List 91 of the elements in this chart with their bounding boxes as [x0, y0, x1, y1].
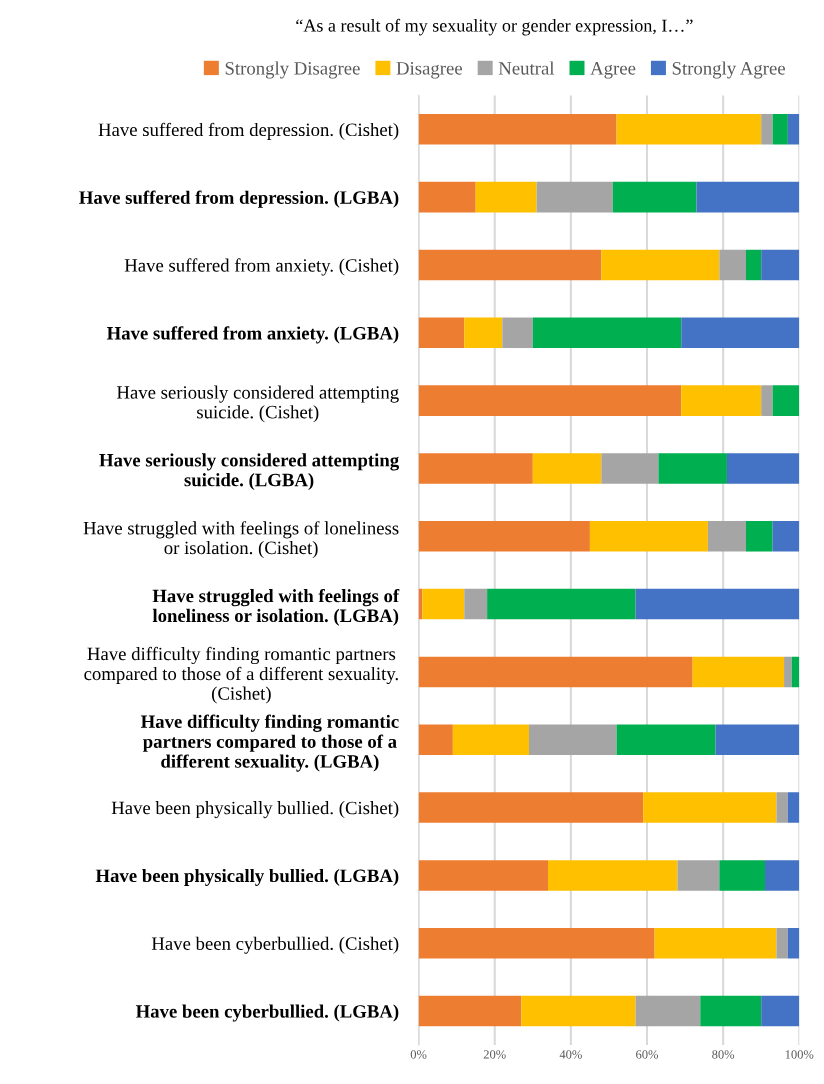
bar [418, 792, 644, 823]
bar [681, 317, 800, 349]
y-tick-label: Have struggled with feelings of loneliness or isolation. (LGBA) [152, 588, 400, 626]
bar [536, 181, 613, 213]
y-tick-label: Have seriously considered attempting suicide. (LGBA) [99, 453, 399, 491]
bar [418, 724, 453, 756]
y-tick-label: Have suffered from anxiety. (LGBA) [106, 326, 399, 344]
bar [422, 588, 465, 620]
bar [784, 656, 792, 688]
legend-label: Neutral [498, 61, 555, 75]
bar [761, 385, 773, 416]
y-tick-label: Have difficulty finding romantic partners compared to those of a different sexuality. (Cishet) [84, 646, 398, 704]
bar [726, 453, 800, 484]
bar [502, 317, 533, 349]
bar [612, 181, 697, 213]
bar [761, 995, 800, 1027]
bar [418, 317, 465, 349]
bar [772, 114, 788, 145]
bar [418, 181, 476, 213]
bar [418, 521, 590, 552]
bar [700, 995, 762, 1027]
y-tick-label: Have suffered from anxiety. (Cishet) [124, 258, 399, 276]
bar [761, 114, 773, 145]
bar [776, 927, 788, 959]
bar [745, 521, 773, 552]
y-tick-label: Have been physically bullied. (Cishet) [111, 801, 399, 819]
bar [418, 114, 617, 145]
bar [715, 724, 800, 756]
bar [776, 792, 788, 823]
legend-label: Agree [590, 62, 636, 79]
bar [654, 927, 777, 959]
bar [487, 588, 636, 620]
legend-label: Strongly Disagree [225, 61, 360, 79]
bar [787, 792, 800, 823]
bar [475, 181, 537, 213]
bar [589, 521, 708, 552]
bar [719, 249, 746, 281]
y-tick-label: Have been cyberbullied. (LGBA) [135, 1004, 399, 1022]
chart-title: “As a result of my sexuality or gender expression, I…” [296, 18, 693, 36]
bar [418, 453, 533, 484]
bar [418, 995, 522, 1027]
bar [418, 927, 655, 959]
y-tick-label: Have difficulty finding romantic partners compared to those of a different sexuality. (LGBA) [140, 714, 399, 772]
bar [681, 385, 762, 416]
bar [418, 385, 682, 416]
bar [418, 860, 549, 891]
x-tick-label: 20% [483, 1050, 506, 1059]
x-tick-label: 0% [410, 1050, 427, 1059]
y-tick-label: Have suffered from depression. (LGBA) [79, 190, 399, 208]
bar [464, 588, 488, 620]
x-tick-label: 60% [636, 1050, 659, 1059]
bar [761, 249, 800, 281]
bar [719, 860, 766, 891]
x-tick-label: 100% [785, 1050, 814, 1059]
bar [707, 521, 746, 552]
bar [601, 249, 720, 281]
x-tick-label: 80% [712, 1050, 735, 1059]
x-tick-label: 40% [559, 1050, 582, 1059]
bar [692, 656, 785, 688]
bar [772, 385, 800, 416]
bar [787, 927, 800, 959]
bar [635, 995, 701, 1027]
bar [532, 453, 602, 484]
bar [464, 317, 503, 349]
bar [528, 724, 617, 756]
bar [418, 656, 693, 688]
bar [635, 588, 800, 620]
bar [745, 249, 762, 281]
bar [521, 995, 636, 1027]
legend-label: Strongly Agree [672, 61, 785, 79]
legend-label: Disagree [396, 62, 462, 79]
y-tick-label: Have struggled with feelings of loneliness or isolation. (Cishet) [83, 521, 399, 558]
bar [616, 114, 762, 145]
bar [452, 724, 529, 756]
bar [658, 453, 727, 484]
bar [616, 724, 716, 756]
bar [787, 114, 800, 145]
y-tick-label: Have suffered from depression. (Cishet) [98, 122, 399, 140]
bar [601, 453, 659, 484]
bar [791, 656, 800, 688]
bar [677, 860, 720, 891]
bar [418, 249, 602, 281]
bar [696, 181, 800, 213]
y-tick-label: Have seriously considered attempting suicide. (Cishet) [116, 385, 399, 423]
bar [765, 860, 800, 891]
bar [548, 860, 678, 891]
bar [532, 317, 682, 349]
y-tick-label: Have been cyberbullied. (Cishet) [151, 936, 399, 954]
y-tick-label: Have been physically bullied. (LGBA) [95, 868, 399, 886]
bar [643, 792, 777, 823]
bar [772, 521, 800, 552]
